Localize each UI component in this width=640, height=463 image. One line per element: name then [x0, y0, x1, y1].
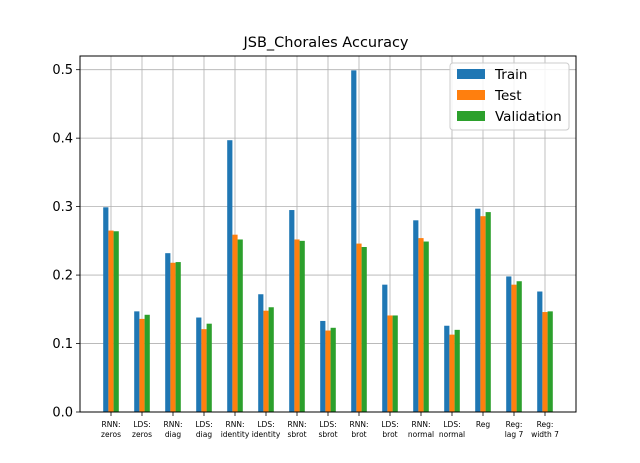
bar-validation — [144, 314, 150, 412]
legend-swatch — [457, 90, 485, 100]
bar-test — [201, 329, 207, 412]
legend-label: Validation — [495, 109, 562, 125]
legend: Train Test Validation — [449, 62, 570, 131]
bar-test — [139, 318, 145, 412]
bar-validation — [237, 239, 243, 412]
bar-train — [444, 325, 450, 412]
chart-title: JSB_Chorales Accuracy — [242, 35, 408, 51]
x-tick-label: RNN: normal — [408, 420, 434, 439]
y-axis: 0.0 0.1 0.2 0.3 0.4 0.5 — [52, 63, 80, 421]
bar-validation — [299, 240, 305, 412]
bar-test — [542, 312, 548, 412]
x-tick-label: RNN: zeros — [101, 420, 121, 439]
y-tick-label: 0.2 — [52, 269, 73, 284]
bar-train — [537, 291, 543, 412]
bar-test — [108, 230, 114, 412]
bar-train — [289, 210, 295, 412]
bar-train — [320, 320, 326, 412]
bar-train — [258, 294, 264, 412]
x-tick-label: Reg: lag 7 — [505, 420, 524, 439]
y-tick-label: 0.3 — [52, 200, 73, 215]
x-tick-label: RNN: diag — [164, 420, 183, 439]
bar-validation — [206, 323, 212, 412]
bar-test — [480, 216, 486, 412]
bar-validation — [454, 329, 460, 412]
bar-test — [387, 315, 393, 412]
legend-swatch — [457, 111, 485, 121]
x-tick-label: LDS: brot — [381, 420, 398, 439]
bar-validation — [423, 241, 429, 412]
x-tick-label: RNN: identity — [221, 420, 250, 439]
x-axis: RNN: zeros LDS: zeros RNN: diag LDS: diag RNN: id… — [101, 412, 559, 439]
bar-validation — [485, 212, 491, 412]
bar-train — [506, 276, 512, 412]
bars — [103, 70, 553, 412]
x-tick-label: LDS: diag — [195, 420, 212, 439]
bar-test — [232, 234, 238, 412]
x-tick-label: LDS: normal — [439, 420, 465, 439]
bar-train — [103, 207, 109, 412]
bar-validation — [330, 327, 336, 412]
y-tick-label: 0.0 — [52, 406, 73, 421]
bar-validation — [175, 262, 181, 412]
bar-test — [170, 262, 176, 412]
bar-train — [196, 317, 202, 412]
x-tick-label: Reg — [476, 420, 490, 429]
bar-test — [356, 243, 362, 412]
bar-test — [294, 239, 300, 412]
legend-label: Test — [494, 88, 522, 104]
bar-test — [325, 330, 331, 412]
bar-train — [134, 311, 140, 412]
x-tick-label: LDS: zeros — [132, 420, 152, 439]
bar-validation — [268, 307, 274, 412]
bar-test — [511, 284, 517, 412]
y-tick-label: 0.5 — [52, 63, 73, 78]
bar-validation — [392, 315, 398, 412]
y-tick-label: 0.1 — [52, 337, 73, 352]
bar-validation — [361, 247, 367, 412]
bar-train — [351, 70, 357, 412]
bar-train — [475, 208, 481, 412]
bar-train — [382, 284, 388, 412]
y-tick-label: 0.4 — [52, 132, 73, 147]
legend-swatch — [457, 69, 485, 79]
x-tick-label: RNN: brot — [350, 420, 369, 439]
bar-test — [263, 310, 269, 412]
bar-validation — [547, 311, 553, 412]
bar-validation — [516, 281, 522, 412]
bar-train — [227, 140, 233, 412]
bar-test — [449, 334, 455, 412]
bar-test — [418, 238, 424, 412]
legend-label: Train — [494, 67, 527, 83]
bar-train — [413, 220, 419, 412]
x-tick-label: LDS: identity — [252, 420, 281, 439]
x-tick-label: LDS: sbrot — [318, 420, 337, 439]
bar-validation — [113, 231, 119, 412]
x-tick-label: RNN: sbrot — [287, 420, 306, 439]
x-tick-label: Reg: width 7 — [531, 420, 559, 439]
bar-train — [165, 253, 171, 412]
